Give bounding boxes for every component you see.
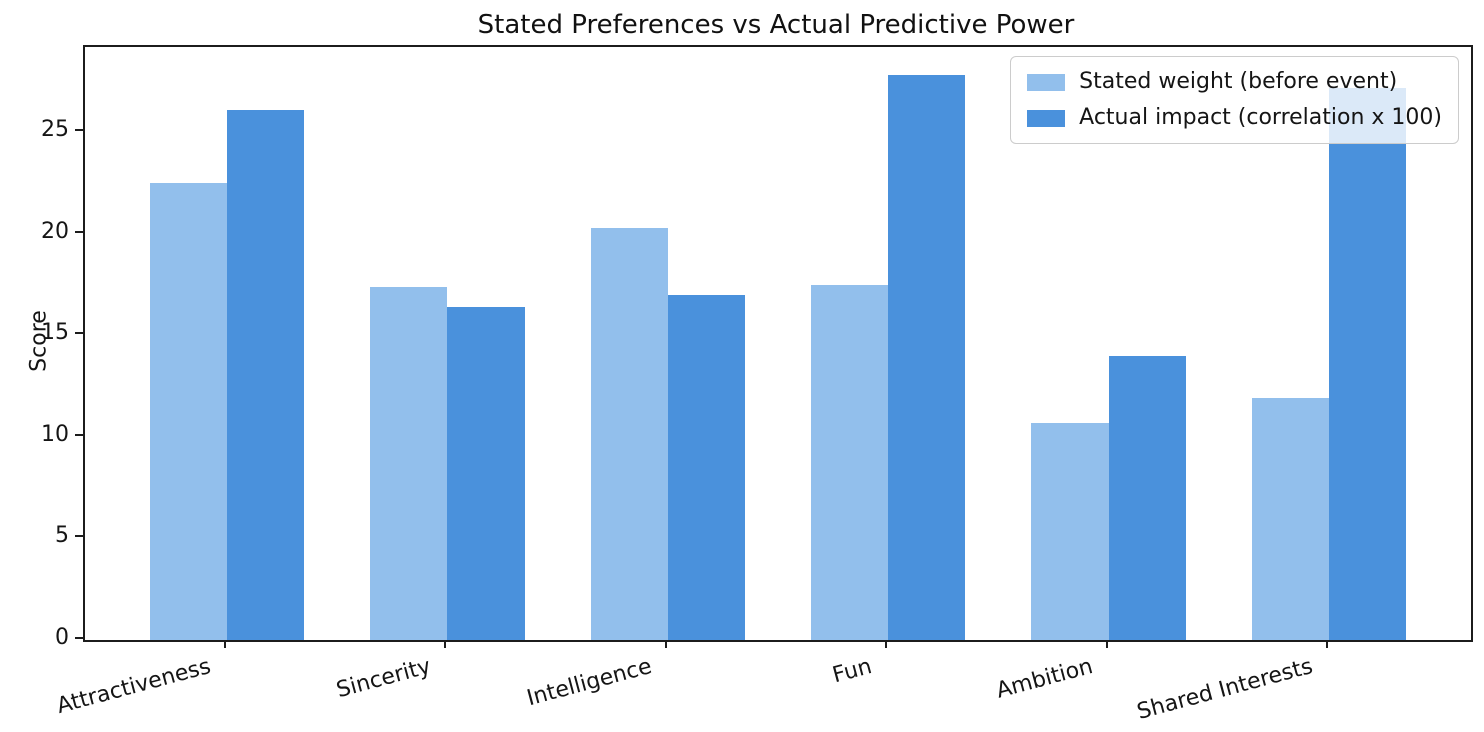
- y-tick-mark: [75, 230, 83, 233]
- chart-title: Stated Preferences vs Actual Predictive …: [477, 10, 1075, 40]
- x-tick-mark: [664, 640, 667, 648]
- y-tick-label: 0: [55, 625, 69, 650]
- bar-intelligence-actual: [667, 294, 745, 640]
- y-tick-mark: [75, 129, 83, 132]
- bar-attractiveness-actual: [227, 109, 305, 640]
- legend: Stated weight (before event) Actual impa…: [1010, 56, 1459, 144]
- y-tick-label: 5: [55, 523, 69, 549]
- legend-item-stated: Stated weight (before event): [1027, 69, 1442, 95]
- x-tick-mark: [885, 640, 888, 648]
- bar-ambition-stated: [1031, 422, 1109, 640]
- bar-shared-interests-actual: [1329, 87, 1407, 640]
- x-tick-mark: [1105, 640, 1108, 648]
- bar-attractiveness-stated: [149, 183, 227, 640]
- x-tick-label-sincerity: Sincerity: [334, 654, 434, 704]
- x-tick-label-shared-interests: Shared Interests: [1134, 654, 1316, 725]
- y-tick-mark: [75, 332, 83, 335]
- legend-swatch-stated: [1027, 73, 1066, 91]
- y-tick-mark: [75, 433, 83, 436]
- x-tick-label-intelligence: Intelligence: [524, 654, 655, 712]
- bar-fun-stated: [811, 284, 889, 640]
- x-tick-mark: [1326, 640, 1328, 648]
- y-tick-mark: [75, 535, 83, 538]
- plot-area: [83, 45, 1473, 642]
- x-tick-label-fun: Fun: [830, 654, 875, 689]
- y-tick-label: 20: [41, 218, 69, 244]
- legend-item-actual: Actual impact (correlation x 100): [1027, 105, 1442, 131]
- x-tick-label-attractiveness: Attractiveness: [54, 654, 214, 720]
- bar-sincerity-actual: [447, 306, 525, 640]
- x-tick-label-ambition: Ambition: [993, 654, 1096, 704]
- bar-shared-interests-stated: [1251, 398, 1329, 640]
- bar-ambition-actual: [1108, 355, 1186, 640]
- legend-swatch-actual: [1027, 109, 1066, 127]
- bar-intelligence-stated: [590, 227, 668, 640]
- legend-label-actual: Actual impact (correlation x 100): [1079, 105, 1442, 130]
- y-tick-mark: [75, 637, 83, 639]
- y-tick-label: 15: [41, 320, 69, 346]
- x-tick-mark: [444, 640, 447, 648]
- x-tick-mark: [224, 640, 226, 648]
- y-tick-label: 25: [41, 117, 69, 143]
- bar-fun-actual: [888, 75, 966, 640]
- y-tick-label: 10: [41, 421, 69, 447]
- bar-sincerity-stated: [370, 286, 448, 640]
- legend-label-stated: Stated weight (before event): [1079, 69, 1398, 94]
